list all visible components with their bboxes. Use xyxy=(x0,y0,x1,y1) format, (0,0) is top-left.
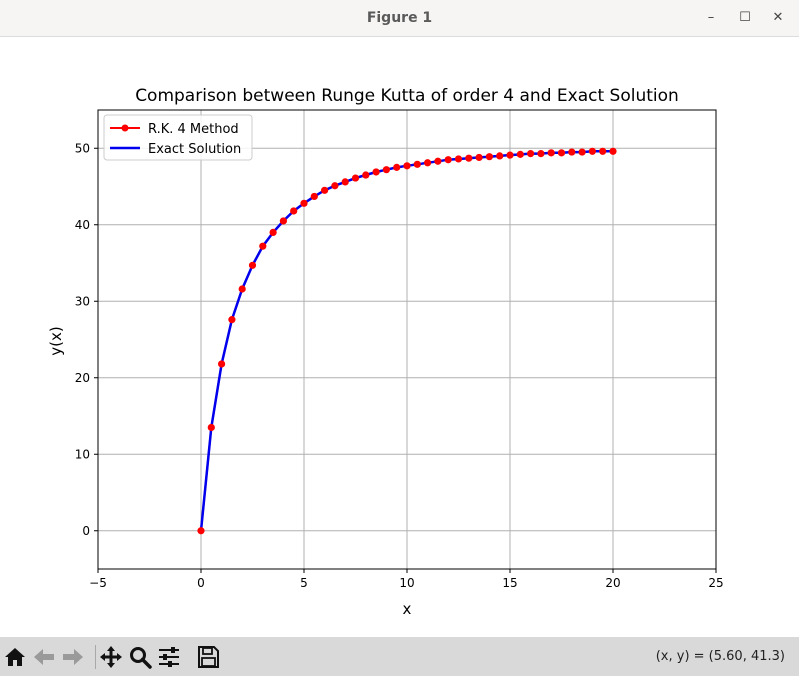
y-tick-label: 10 xyxy=(75,447,90,461)
rk4-point xyxy=(465,154,473,162)
rk4-point xyxy=(248,261,257,269)
back-arrow-icon[interactable] xyxy=(31,644,57,670)
navigation-toolbar: (x, y) = (5.60, 41.3) xyxy=(0,637,799,676)
legend-box xyxy=(103,114,253,161)
legend-rk4-label: R.K. 4 Method xyxy=(148,122,239,137)
rk4-point xyxy=(300,199,308,207)
rk4-point xyxy=(547,149,555,157)
window-title: Figure 1 xyxy=(366,10,433,26)
rk4-point xyxy=(599,147,607,155)
rk4-point xyxy=(403,162,411,170)
home-icon[interactable] xyxy=(2,644,28,670)
toolbar-separator xyxy=(95,645,96,669)
rk4-point xyxy=(331,182,339,190)
rk4-point xyxy=(372,168,380,176)
maximize-button[interactable]: ☐ xyxy=(739,10,751,25)
rk4-point xyxy=(197,527,205,535)
x-tick-label: −5 xyxy=(89,576,107,590)
y-axis-label: y(x) xyxy=(47,326,65,355)
x-tick-label: 5 xyxy=(300,576,308,590)
x-axis-label: x xyxy=(403,600,412,618)
rk4-point xyxy=(279,217,287,225)
y-tick-label: 40 xyxy=(75,218,90,232)
rk4-point xyxy=(568,148,576,156)
rk4-point xyxy=(310,192,318,201)
rk4-point xyxy=(218,360,226,368)
rk4-point xyxy=(557,149,566,157)
rk4-point xyxy=(485,153,493,161)
rk4-point xyxy=(351,174,360,182)
x-tick-label: 20 xyxy=(605,576,620,590)
cursor-coordinates-readout: (x, y) = (5.60, 41.3) xyxy=(655,649,785,664)
rk4-point xyxy=(434,157,442,165)
rk4-point xyxy=(506,151,514,159)
forward-arrow-icon[interactable] xyxy=(60,644,86,670)
rk4-point xyxy=(321,186,329,194)
configure-subplots-icon[interactable] xyxy=(156,644,182,670)
save-floppy-icon[interactable] xyxy=(195,644,221,670)
x-tick-label: 0 xyxy=(197,576,205,590)
rk4-point xyxy=(454,155,463,163)
y-tick-label: 30 xyxy=(75,294,90,308)
rk4-point xyxy=(475,153,483,162)
rk4-point xyxy=(444,156,452,164)
series-layer xyxy=(197,147,617,535)
legend: R.K. 4 Method Exact Solution xyxy=(103,114,253,161)
rk4-point xyxy=(362,171,370,179)
rk4-point xyxy=(259,242,267,250)
rk4-point xyxy=(578,148,586,156)
rk4-point xyxy=(382,166,390,174)
rk4-point xyxy=(537,150,545,158)
rk4-point xyxy=(496,152,504,160)
rk4-point xyxy=(341,178,349,186)
window-titlebar[interactable]: Figure 1 – ☐ ✕ xyxy=(0,0,799,37)
axis-ticks: −5 0 5 10 15 20 25 0 10 20 30 40 50 xyxy=(75,141,724,590)
minimize-button[interactable]: – xyxy=(707,10,715,25)
chart-title: Comparison between Runge Kutta of order … xyxy=(135,86,679,106)
rk4-point xyxy=(413,160,421,168)
figure-canvas[interactable]: Comparison between Runge Kutta of order … xyxy=(0,37,799,636)
y-tick-label: 0 xyxy=(82,524,90,538)
plot-svg: Comparison between Runge Kutta of order … xyxy=(47,86,724,618)
zoom-magnifier-icon[interactable] xyxy=(127,644,153,670)
legend-exact-label: Exact Solution xyxy=(148,142,241,157)
x-tick-label: 10 xyxy=(399,576,414,590)
grid-lines xyxy=(97,110,717,569)
rk4-point xyxy=(424,159,432,167)
x-tick-label: 25 xyxy=(708,576,723,590)
rk4-point xyxy=(527,150,535,158)
rk4-point xyxy=(393,163,401,171)
x-tick-label: 15 xyxy=(502,576,517,590)
rk4-point xyxy=(207,423,215,432)
y-tick-label: 20 xyxy=(75,371,90,385)
close-button[interactable]: ✕ xyxy=(772,10,784,25)
y-tick-label: 50 xyxy=(75,141,90,155)
rk4-point xyxy=(609,147,617,155)
pan-move-icon[interactable] xyxy=(98,644,124,670)
rk4-point xyxy=(269,228,277,236)
rk4-point xyxy=(290,207,298,215)
rk4-point xyxy=(238,285,246,293)
rk4-point xyxy=(228,316,236,324)
rk4-point xyxy=(516,150,524,158)
rk4-point xyxy=(588,147,597,155)
legend-rk4-marker xyxy=(121,124,129,132)
